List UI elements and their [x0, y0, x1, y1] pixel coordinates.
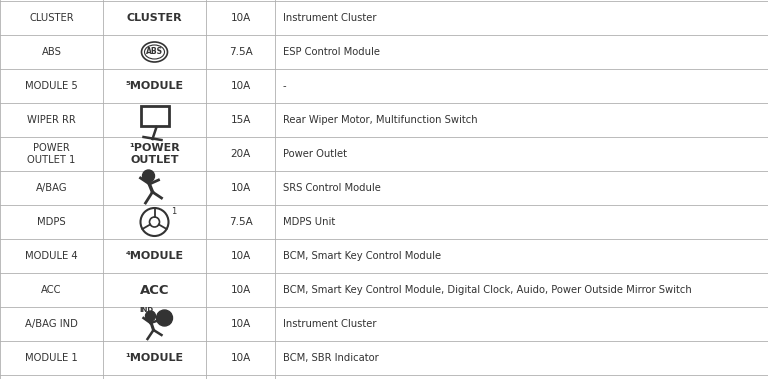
- Text: MODULE 5: MODULE 5: [25, 81, 78, 91]
- Text: Instrument Cluster: Instrument Cluster: [283, 319, 376, 329]
- Text: Power Outlet: Power Outlet: [283, 149, 347, 159]
- Text: ABS: ABS: [41, 47, 61, 57]
- Text: 10A: 10A: [230, 353, 250, 363]
- Text: POWER
OUTLET 1: POWER OUTLET 1: [28, 143, 76, 165]
- Text: ¹POWER
OUTLET: ¹POWER OUTLET: [129, 143, 180, 165]
- Text: CLUSTER: CLUSTER: [127, 13, 182, 23]
- Text: BCM, Smart Key Control Module: BCM, Smart Key Control Module: [283, 251, 441, 261]
- Text: 1: 1: [171, 207, 177, 216]
- Text: 10A: 10A: [230, 183, 250, 193]
- Text: WIPER RR: WIPER RR: [27, 115, 76, 125]
- Text: 15A: 15A: [230, 115, 250, 125]
- Text: BCM, Smart Key Control Module, Digital Clock, Auido, Power Outside Mirror Switch: BCM, Smart Key Control Module, Digital C…: [283, 285, 692, 295]
- Text: ¹MODULE: ¹MODULE: [125, 353, 184, 363]
- Text: CLUSTER: CLUSTER: [29, 13, 74, 23]
- Text: SRS Control Module: SRS Control Module: [283, 183, 381, 193]
- Circle shape: [143, 170, 154, 182]
- Text: IND: IND: [140, 307, 154, 313]
- Text: ⁴MODULE: ⁴MODULE: [125, 251, 184, 261]
- Text: 10A: 10A: [230, 319, 250, 329]
- Text: MDPS Unit: MDPS Unit: [283, 217, 336, 227]
- Bar: [141, 106, 168, 126]
- Text: A/BAG: A/BAG: [35, 183, 68, 193]
- Text: ACC: ACC: [41, 285, 61, 295]
- Text: 10A: 10A: [230, 285, 250, 295]
- Text: MODULE 1: MODULE 1: [25, 353, 78, 363]
- Text: 7.5A: 7.5A: [229, 47, 253, 57]
- Text: Rear Wiper Motor, Multifunction Switch: Rear Wiper Motor, Multifunction Switch: [283, 115, 478, 125]
- Text: 10A: 10A: [230, 251, 250, 261]
- Text: ACC: ACC: [140, 283, 169, 296]
- Text: MODULE 4: MODULE 4: [25, 251, 78, 261]
- Text: 10A: 10A: [230, 13, 250, 23]
- Text: A/BAG IND: A/BAG IND: [25, 319, 78, 329]
- Text: 10A: 10A: [230, 81, 250, 91]
- Text: Instrument Cluster: Instrument Cluster: [283, 13, 376, 23]
- Text: -: -: [283, 81, 286, 91]
- Text: ESP Control Module: ESP Control Module: [283, 47, 380, 57]
- Circle shape: [157, 310, 173, 326]
- Circle shape: [145, 311, 155, 321]
- Text: ⁵MODULE: ⁵MODULE: [125, 81, 184, 91]
- Text: BCM, SBR Indicator: BCM, SBR Indicator: [283, 353, 379, 363]
- Text: ABS: ABS: [146, 47, 163, 56]
- Text: 7.5A: 7.5A: [229, 217, 253, 227]
- Text: 20A: 20A: [230, 149, 250, 159]
- Text: MDPS: MDPS: [37, 217, 66, 227]
